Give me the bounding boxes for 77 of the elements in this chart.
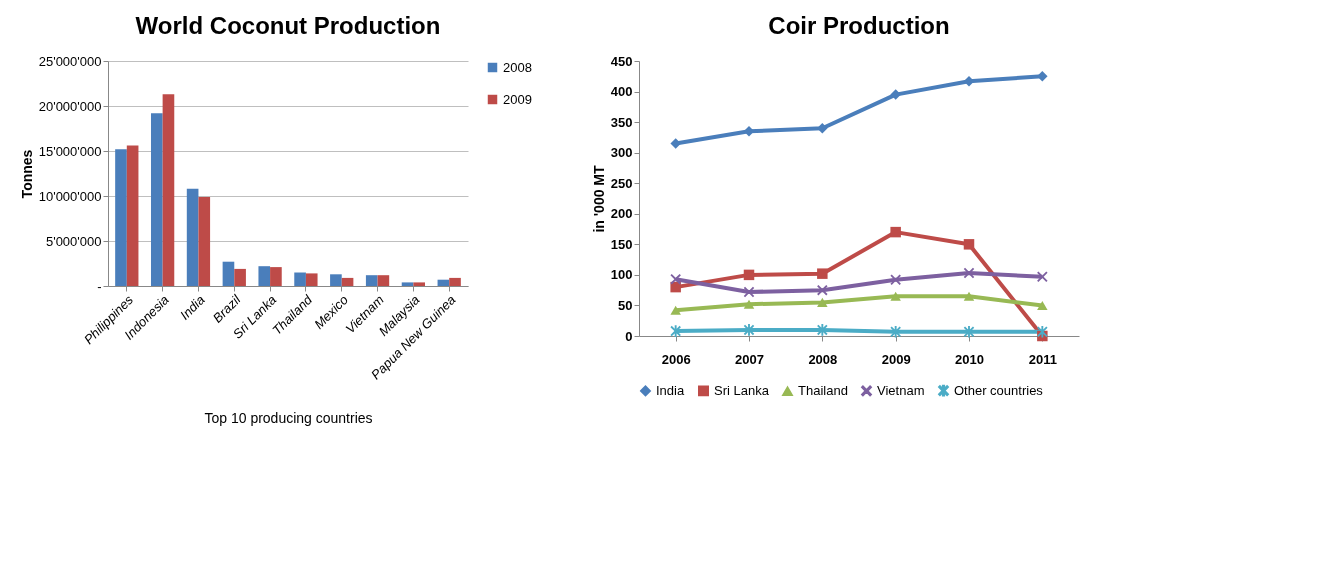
point: [1037, 271, 1048, 282]
bar: [126, 145, 139, 286]
x-tick-label: 2010: [955, 351, 984, 367]
point: [963, 239, 975, 250]
y-tick-label: -: [97, 278, 102, 294]
y-tick-label: 150: [610, 236, 633, 252]
point: [963, 325, 975, 338]
point: [890, 89, 901, 100]
bar: [222, 261, 235, 286]
legend-label: 2009: [503, 91, 532, 107]
bar: [341, 277, 354, 286]
y-tick-label: 300: [610, 145, 633, 161]
x-axis-title: Top 10 producing countries: [204, 410, 373, 427]
point: [817, 122, 828, 134]
bar: [186, 188, 199, 286]
chart-title: Coir Production: [768, 12, 950, 39]
y-tick-label: 0: [625, 328, 633, 344]
legend-label: India: [656, 382, 685, 398]
bar: [305, 273, 318, 286]
bar: [413, 282, 426, 286]
x-tick-label: 2008: [808, 351, 838, 367]
bar: [294, 272, 306, 286]
y-tick-label: 400: [610, 84, 633, 100]
point: [743, 324, 755, 336]
y-tick-label: 10'000'000: [38, 188, 102, 204]
point: [817, 268, 828, 279]
legend-label: Other countries: [954, 382, 1044, 398]
x-tick-label: 2007: [735, 351, 764, 367]
x-tick-label: 2006: [661, 351, 691, 367]
y-tick-label: 20'000'000: [38, 98, 102, 114]
point: [670, 273, 681, 285]
bar: [234, 268, 246, 286]
legend-label: Sri Lanka: [714, 382, 770, 398]
point: [890, 274, 901, 286]
bar: [162, 94, 175, 286]
point: [817, 284, 828, 296]
y-tick-label: 250: [610, 175, 633, 191]
y-tick-label: 5'000'000: [45, 233, 102, 249]
point: [817, 297, 828, 307]
y-tick-label: 350: [610, 114, 633, 130]
bar: [270, 267, 282, 286]
point: [963, 291, 975, 301]
x-tick-label: 2011: [1028, 351, 1057, 367]
bar: [150, 113, 163, 286]
point: [743, 286, 755, 298]
bar: [115, 149, 127, 286]
y-tick-label: 450: [610, 53, 633, 69]
bar: [258, 266, 271, 286]
point: [743, 269, 755, 281]
point: [890, 291, 901, 301]
point: [670, 281, 681, 293]
point: [743, 299, 755, 309]
legend-label: Thailand: [798, 383, 848, 399]
bar: [365, 275, 378, 286]
bar: [401, 282, 414, 286]
bar: [198, 196, 211, 286]
y-tick-label: 100: [610, 267, 633, 283]
chart-title: World Coconut Production: [135, 12, 441, 39]
y-tick-label: 25'000'000: [38, 53, 102, 69]
legend-label: 2008: [503, 59, 532, 75]
bar: [330, 274, 342, 286]
point: [1037, 300, 1048, 310]
bar: [437, 279, 450, 286]
bar: [449, 277, 461, 286]
point: [1037, 71, 1048, 82]
y-tick-label: 50: [618, 297, 633, 313]
x-tick-label: 2009: [881, 351, 911, 367]
y-tick-label: 15'000'000: [38, 143, 102, 159]
y-axis-title: Tonnes: [18, 149, 35, 199]
y-axis-title: in '000 MT: [590, 164, 607, 233]
point: [963, 267, 975, 279]
bar: [377, 275, 390, 286]
point: [670, 305, 681, 315]
y-tick-label: 200: [610, 206, 633, 222]
point: [670, 138, 681, 149]
point: [890, 226, 901, 238]
legend-label: Vietnam: [877, 382, 925, 398]
